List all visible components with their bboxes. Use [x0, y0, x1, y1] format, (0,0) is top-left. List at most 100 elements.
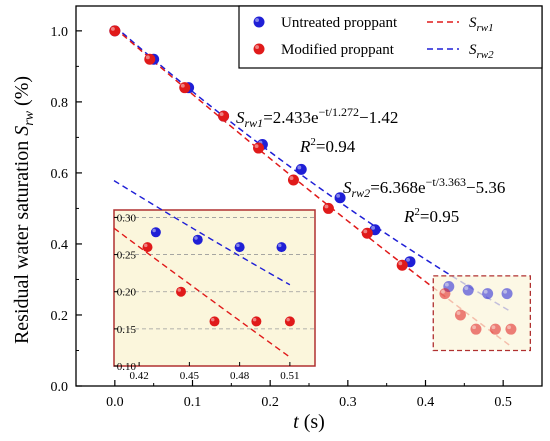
point-modified — [439, 288, 451, 300]
inset-y-tick-label: 0.30 — [117, 212, 137, 224]
point-modified-marker — [109, 25, 121, 37]
y-axis-label-unit: (%) — [11, 76, 33, 111]
point-modified-marker-highlight — [145, 55, 150, 60]
inset-fit-line-srw1 — [113, 180, 291, 286]
inset-y-tick-label: 0.20 — [117, 287, 137, 299]
legend-label: Untreated proppant — [281, 15, 398, 31]
point-modified-marker-highlight — [254, 144, 259, 149]
point-modified-marker — [439, 288, 451, 300]
point-modified-marker-highlight — [472, 325, 476, 330]
legend-label-var: S — [469, 15, 477, 31]
x-tick-label: 0.2 — [261, 395, 279, 410]
eq-sup: −t/3.363 — [426, 175, 466, 189]
point-untreated — [295, 163, 307, 175]
inset-point-untreated — [276, 242, 287, 253]
x-axis-label: t (s) — [293, 411, 325, 433]
y-tick-label: 1.0 — [51, 25, 69, 40]
point-modified-marker — [454, 309, 466, 321]
point-modified — [179, 82, 191, 94]
point-untreated-marker — [334, 192, 346, 204]
inset-y-tick-label: 0.15 — [117, 324, 137, 336]
r2-value: =0.95 — [420, 207, 459, 226]
eq-tail: −5.36 — [466, 178, 505, 197]
point-modified-marker-highlight — [507, 325, 511, 330]
point-modified — [218, 110, 230, 122]
point-untreated-marker — [482, 288, 494, 300]
y-tick-label: 0.4 — [51, 238, 69, 253]
point-untreated-marker-highlight — [444, 282, 449, 287]
inset-point-modified-highlight — [286, 317, 290, 322]
point-untreated-marker-highlight — [464, 286, 469, 291]
point-untreated-marker-highlight — [297, 165, 302, 170]
legend-marker-highlight — [255, 18, 259, 23]
legend-marker-highlight — [255, 45, 259, 49]
point-modified-marker-highlight — [289, 176, 294, 181]
point-modified — [505, 323, 517, 335]
r2-label: R — [299, 137, 311, 156]
fit-line-srw1 — [114, 25, 512, 313]
inset-point-untreated-highlight — [236, 243, 240, 248]
inset-point-untreated — [192, 234, 203, 245]
point-modified — [454, 309, 466, 321]
point-untreated-marker-highlight — [371, 225, 376, 230]
point-modified-marker-highlight — [180, 83, 185, 88]
point-modified-marker-highlight — [363, 229, 368, 234]
inset-point-untreated-highlight — [278, 243, 282, 248]
point-modified-marker-highlight — [456, 311, 461, 315]
point-modified — [489, 323, 501, 335]
inset-content — [113, 180, 295, 358]
inset-point-modified-highlight — [211, 317, 215, 322]
legend-box — [238, 5, 543, 69]
fit-equation-1: Srw1=2.433e−t/1.272−1.42 — [236, 105, 398, 130]
eq-lhs: S — [343, 178, 352, 197]
point-untreated — [482, 288, 494, 300]
r-squared-2: R2=0.95 — [403, 206, 459, 226]
inset-x-tick-label: 0.48 — [230, 370, 250, 382]
point-modified-marker — [144, 53, 156, 65]
inset-point-modified-highlight — [177, 288, 181, 292]
point-untreated-marker-highlight — [483, 289, 488, 294]
legend-label-sub: rw1 — [477, 22, 494, 34]
inset-point-modified-highlight — [144, 243, 148, 248]
inset-point-modified — [142, 242, 153, 253]
legend-marker — [253, 43, 265, 55]
point-modified-marker — [505, 323, 517, 335]
inset-point-untreated — [150, 227, 161, 238]
r-squared-1: R2=0.94 — [299, 136, 356, 156]
point-modified-marker — [322, 202, 334, 214]
eq-sub: rw2 — [352, 186, 371, 200]
point-untreated-marker-highlight — [503, 289, 508, 294]
point-modified — [322, 202, 334, 214]
point-modified — [396, 259, 408, 271]
y-axis-label: Residual water saturation Srw (%) — [11, 76, 37, 344]
eq-lhs: S — [236, 108, 245, 127]
point-untreated — [462, 284, 474, 296]
point-modified-marker-highlight — [219, 112, 224, 117]
inset-fit-line-srw2 — [113, 227, 291, 358]
legend-label: Modified proppant — [281, 42, 395, 58]
eq-body: =2.433e — [263, 108, 318, 127]
x-axis-label-var: t — [293, 411, 299, 433]
inset-point-untreated-highlight — [152, 228, 156, 233]
point-modified-marker — [470, 323, 482, 335]
point-modified-marker — [396, 259, 408, 271]
legend-label: Srw1 — [469, 15, 494, 34]
r2-sup: 2 — [414, 206, 420, 218]
point-modified — [287, 174, 299, 186]
point-untreated-marker-highlight — [406, 257, 410, 262]
legend-label: Srw2 — [469, 42, 494, 61]
inset-point-modified — [284, 316, 295, 327]
y-tick-label: 0.2 — [51, 309, 69, 324]
point-untreated-marker — [295, 163, 307, 175]
point-untreated-marker — [462, 284, 474, 296]
point-untreated — [501, 288, 513, 300]
point-modified-marker — [179, 82, 191, 94]
x-tick-label: 0.1 — [184, 395, 202, 410]
legend-label-sub: rw2 — [477, 49, 495, 61]
r2-sup: 2 — [310, 136, 316, 148]
point-modified-marker — [218, 110, 230, 122]
inset-x-tick-label: 0.51 — [280, 370, 299, 382]
y-axis-label-text: Residual water saturation — [11, 136, 33, 344]
legend-marker — [253, 16, 265, 28]
